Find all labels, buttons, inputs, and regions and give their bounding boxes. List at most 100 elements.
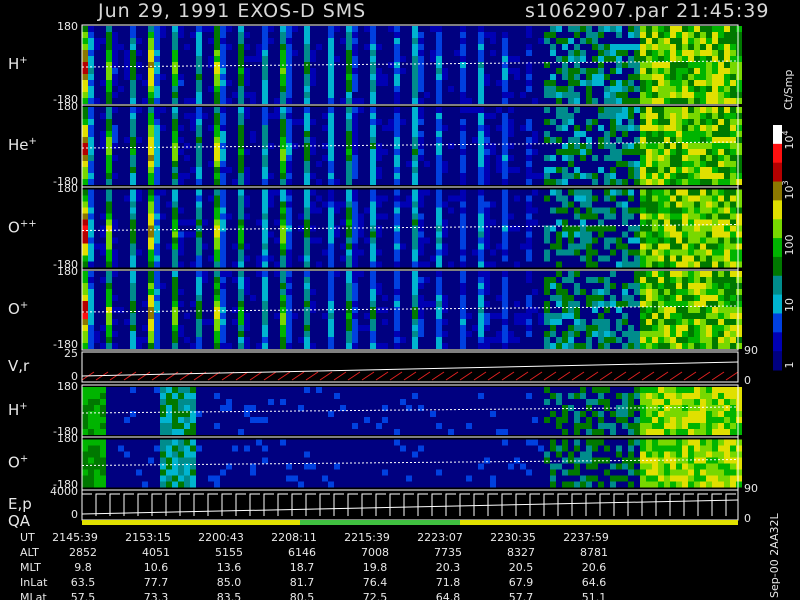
- spectrogram-cell: [172, 155, 178, 161]
- spectrogram-cell: [700, 189, 706, 196]
- spectrogram-cell: [496, 249, 502, 256]
- spectrogram-cell: [82, 98, 88, 104]
- spectrogram-cell: [262, 155, 268, 161]
- spectrogram-cell: [124, 179, 130, 185]
- spectrogram-cell: [382, 255, 388, 262]
- spectrogram-cell: [220, 143, 226, 149]
- spectrogram-cell: [178, 307, 184, 313]
- spectrogram-cell: [466, 143, 472, 149]
- spectrogram-cell: [160, 325, 166, 331]
- spectrogram-cell: [292, 137, 298, 143]
- spectrogram-cell: [196, 289, 202, 295]
- spectrogram-cell: [340, 213, 346, 220]
- spectrogram-cell: [526, 62, 532, 68]
- spectrogram-cell: [604, 179, 610, 185]
- spectrogram-cell: [262, 343, 268, 349]
- spectrogram-cell: [466, 155, 472, 161]
- spectrogram-cell: [442, 189, 448, 196]
- spectrogram-cell: [238, 98, 244, 104]
- spectrogram-cell: [286, 225, 292, 232]
- spectrogram-cell: [412, 92, 418, 98]
- spectrogram-cell: [622, 173, 628, 179]
- spectrogram-cell: [604, 44, 610, 50]
- spectrogram-cell: [430, 119, 436, 125]
- spectrogram-cell: [232, 249, 238, 256]
- spectrogram-cell: [340, 195, 346, 202]
- spectrogram-cell: [448, 32, 454, 38]
- spectrogram-cell: [490, 261, 496, 268]
- spectrogram-cell: [250, 331, 256, 337]
- spectrogram-cell: [352, 119, 358, 125]
- spectrogram-cell: [238, 38, 244, 44]
- spectrogram-cell: [418, 213, 424, 220]
- spectrogram-cell: [370, 131, 376, 137]
- spectrogram-cell: [520, 38, 526, 44]
- spectrogram-cell: [448, 255, 454, 262]
- spectrogram-cell: [358, 277, 364, 283]
- spectrogram-cell: [388, 179, 394, 185]
- spectrogram-cell: [286, 131, 292, 137]
- spectrogram-cell: [520, 149, 526, 155]
- spectrogram-cell: [610, 56, 616, 62]
- spectrogram-cell: [328, 98, 334, 104]
- spectrogram-cell: [244, 107, 250, 113]
- spectrogram-cell: [502, 179, 508, 185]
- spectrogram-cell: [274, 44, 280, 50]
- spectrogram-cell: [106, 277, 112, 283]
- spectrogram-cell: [268, 56, 274, 62]
- spectrogram-cell: [136, 307, 142, 313]
- spectrogram-cell: [274, 237, 280, 244]
- spectrogram-cell: [598, 113, 604, 119]
- spectrogram-cell: [316, 80, 322, 86]
- spectrogram-cell: [418, 74, 424, 80]
- spectrogram-cell: [658, 243, 664, 250]
- spectrogram-cell: [346, 307, 352, 313]
- spectrogram-cell: [538, 161, 544, 167]
- spectrogram-cell: [652, 149, 658, 155]
- spectrogram-cell: [466, 261, 472, 268]
- spectrogram-cell: [310, 131, 316, 137]
- spectrogram-cell: [154, 92, 160, 98]
- spectrogram-cell: [574, 255, 580, 262]
- spectrogram-cell: [190, 113, 196, 119]
- spectrogram-cell: [202, 143, 208, 149]
- spectrogram-cell: [124, 343, 130, 349]
- spectrogram-cell: [382, 337, 388, 343]
- spectrogram-cell: [196, 74, 202, 80]
- spectrogram-cell: [322, 173, 328, 179]
- spectrogram-cell: [688, 44, 694, 50]
- spectrogram-cell: [658, 38, 664, 44]
- spectrogram-cell: [352, 237, 358, 244]
- spectrogram-cell: [202, 161, 208, 167]
- spectrogram-cell: [172, 283, 178, 289]
- spectrogram-cell: [664, 80, 670, 86]
- spectrogram-cell: [382, 189, 388, 196]
- spectrogram-cell: [202, 50, 208, 56]
- spectrogram-cell: [640, 38, 646, 44]
- spectrogram-cell: [568, 80, 574, 86]
- spectrogram-cell: [370, 173, 376, 179]
- spectrogram-cell: [292, 195, 298, 202]
- spectrogram-cell: [388, 313, 394, 319]
- spectrogram-cell: [604, 50, 610, 56]
- spectrogram-cell: [616, 56, 622, 62]
- spectrogram-cell: [298, 283, 304, 289]
- spectrogram-cell: [598, 80, 604, 86]
- spectrogram-cell: [322, 195, 328, 202]
- spectrogram-cell: [736, 231, 742, 238]
- spectrogram-cell: [130, 98, 136, 104]
- spectrogram-cell: [118, 161, 124, 167]
- spectrogram-cell: [460, 149, 466, 155]
- spectrogram-cell: [106, 337, 112, 343]
- spectrogram-cell: [718, 243, 724, 250]
- spectrogram-cell: [304, 56, 310, 62]
- spectrogram-cell: [136, 283, 142, 289]
- spectrogram-cell: [724, 137, 730, 143]
- spectrogram-cell: [736, 125, 742, 131]
- spectrogram-cell: [142, 179, 148, 185]
- spectrogram-cell: [154, 74, 160, 80]
- spectrogram-cell: [82, 277, 88, 283]
- spectrogram-cell: [88, 38, 94, 44]
- spectrogram-cell: [118, 243, 124, 250]
- spectrogram-cell: [130, 325, 136, 331]
